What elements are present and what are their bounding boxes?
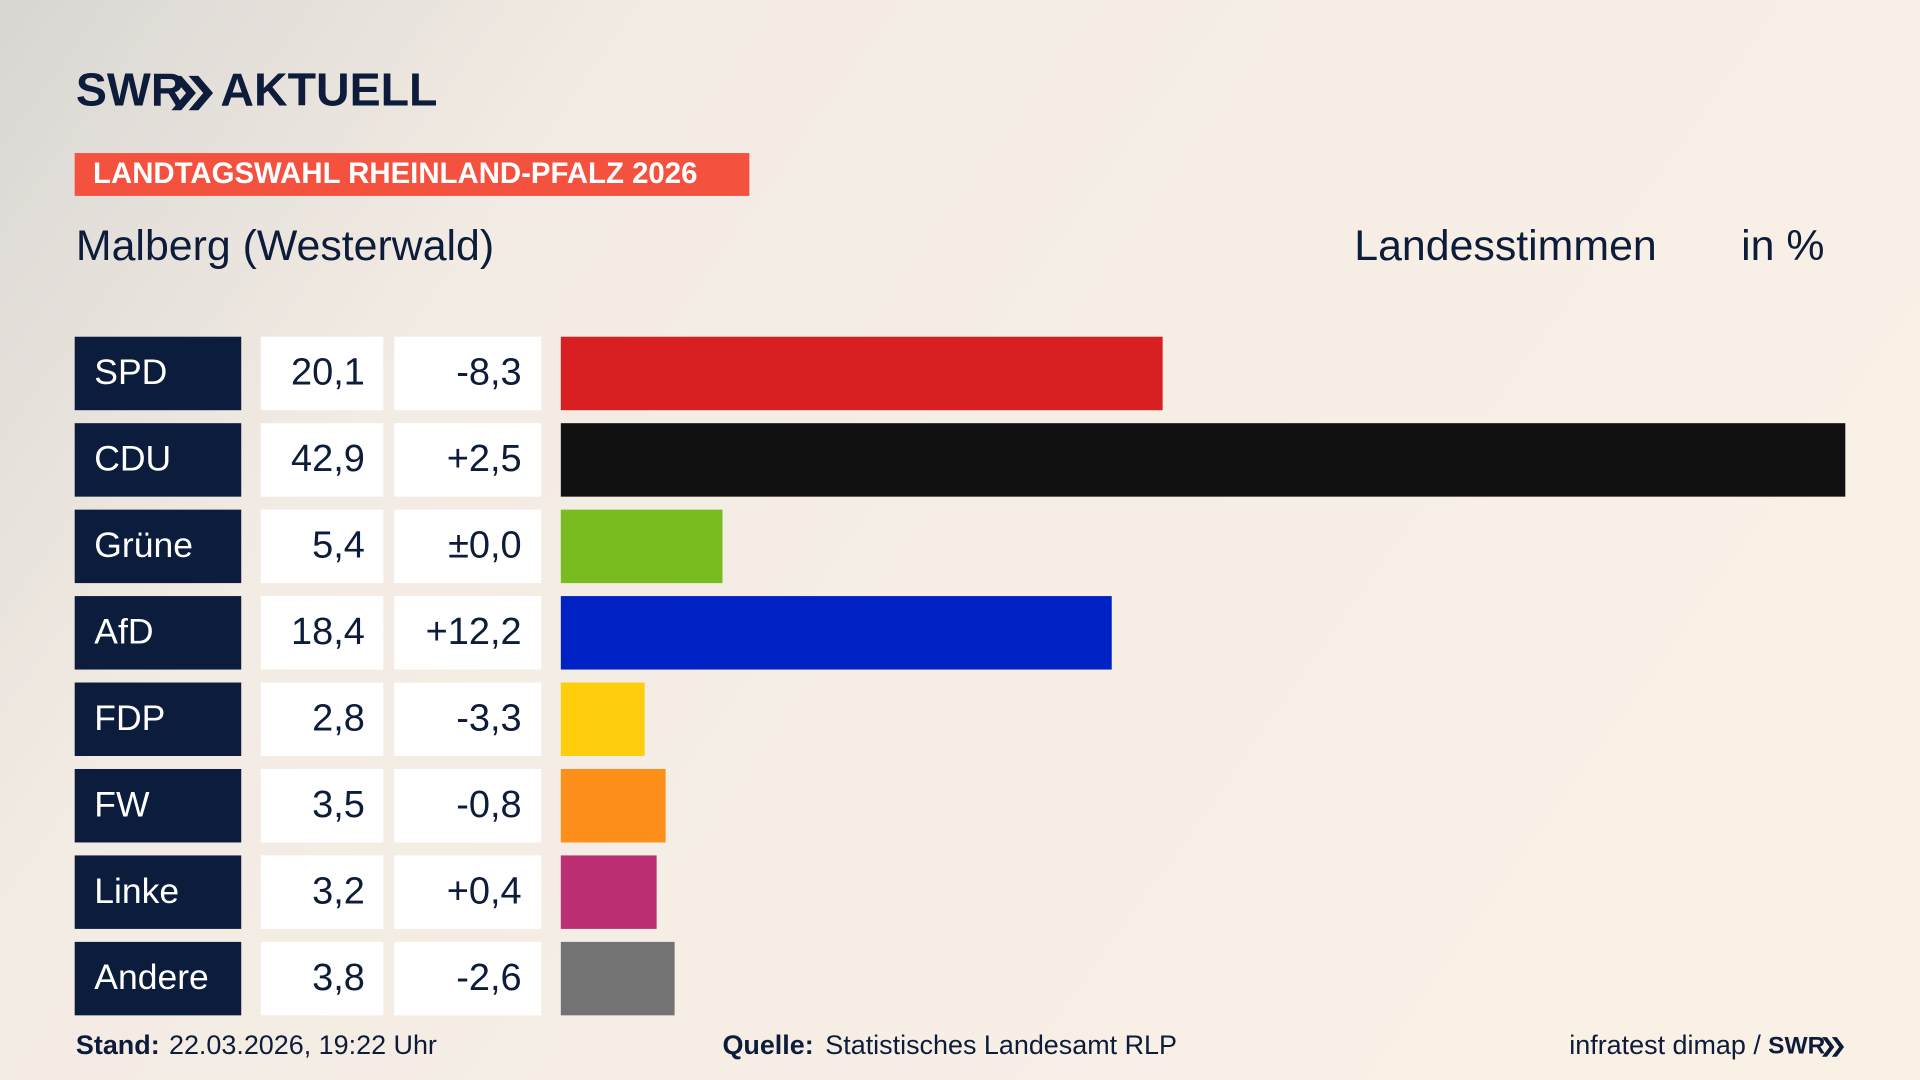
value-label: 3,8 [312,957,365,999]
credit: infratest dimap / [1569,1030,1761,1060]
change-cell [394,423,542,497]
value-cell [260,336,384,411]
party-cell [74,682,242,756]
party-cell [74,855,242,929]
unit-heading: in % [1741,222,1824,270]
change-label: ±0,0 [448,525,522,567]
value-cell [260,941,384,1016]
party-label: CDU [94,439,171,479]
brand: SWR [76,63,185,115]
change-label: -2,6 [456,957,521,999]
value-cell [260,768,384,843]
stand-label: Stand: [76,1030,160,1060]
value-cell [260,855,384,929]
change-label: +0,4 [447,870,522,912]
change-label: -8,3 [456,352,521,394]
bar [560,682,645,756]
party-label: Grüne [94,525,193,565]
party-cell [74,336,242,411]
change-cell [394,941,542,1016]
credit-brand: SWR [1768,1032,1825,1059]
value-cell [260,423,384,497]
value-label: 2,8 [312,698,365,740]
bar [560,336,1163,411]
party-cell [74,596,242,670]
party-label: Linke [94,871,179,911]
value-cell [260,682,384,756]
value-label: 42,9 [291,438,365,480]
brand-chevrons [171,75,214,111]
change-cell [394,596,542,670]
change-cell [394,682,542,756]
party-cell [74,768,242,843]
change-cell [394,768,542,843]
party-label: AfD [94,611,153,651]
party-cell [74,941,242,1016]
party-label: Andere [94,957,208,997]
bar [560,941,675,1016]
party-cell [74,423,242,497]
value-label: 5,4 [312,525,365,567]
value-label: 3,5 [312,784,365,826]
source: Statistisches Landesamt RLP [825,1030,1177,1060]
party-cell [74,509,242,584]
change-cell [394,336,542,411]
change-label: +2,5 [447,438,522,480]
change-label: -0,8 [456,784,521,826]
bar [560,509,723,584]
value-label: 3,2 [312,870,365,912]
chart-title: Malberg (Westerwald) [76,222,494,270]
kicker: LANDTAGSWAHL RHEINLAND-PFALZ 2026 [93,157,697,190]
value-label: 18,4 [291,611,365,653]
source-label: Quelle: [722,1030,813,1060]
party-label: SPD [94,352,167,392]
bar [560,768,666,843]
change-cell [394,509,542,584]
value-heading: Landesstimmen [1354,222,1656,270]
change-cell [394,855,542,929]
party-label: FDP [94,698,165,738]
value-cell [260,596,384,670]
change-label: -3,3 [456,698,521,740]
party-label: FW [94,784,150,824]
brand-suffix: AKTUELL [220,63,437,115]
credit-chevrons [1822,1037,1845,1057]
value-label: 20,1 [291,352,365,394]
change-label: +12,2 [426,611,522,653]
bar [560,596,1112,670]
kicker-bg [74,153,750,196]
bar [560,855,657,929]
bar [560,423,1846,497]
stand: 22.03.2026, 19:22 Uhr [169,1030,437,1060]
value-cell [260,509,384,584]
